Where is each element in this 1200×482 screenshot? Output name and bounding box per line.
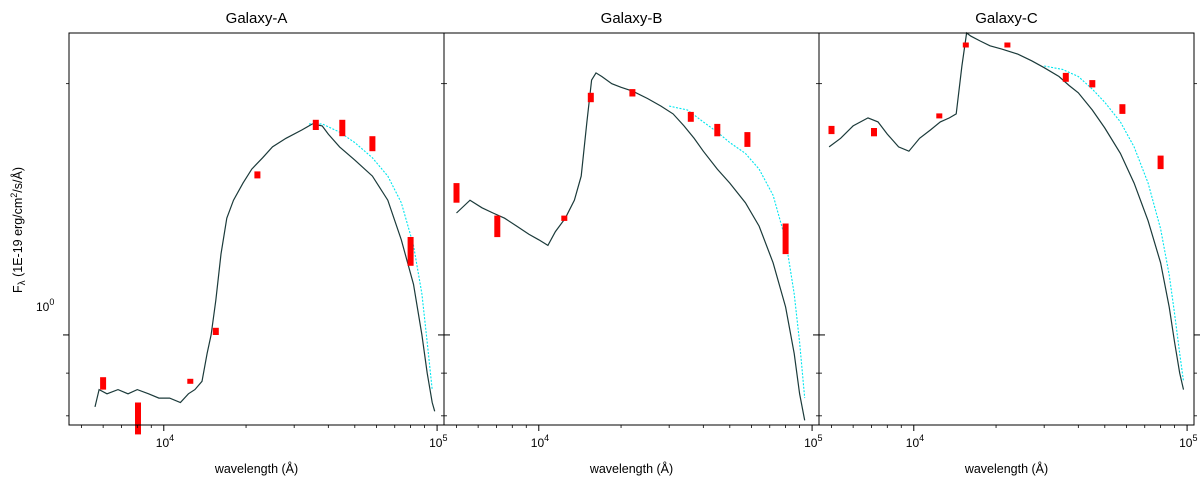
model-spectrum-line-3 — [828, 31, 1185, 390]
photometry-point-3-7 — [1089, 80, 1096, 88]
axes-frame-3 — [818, 32, 1195, 426]
x-tick-exp: 5 — [1192, 433, 1197, 443]
model-spectrum-line-1 — [94, 123, 436, 412]
x-tick-base: 10 — [906, 436, 920, 450]
alt-model-line-2 — [669, 105, 806, 399]
x-axis-label-3: wavelength (Å) — [964, 461, 1048, 476]
panel-title-3: Galaxy-C — [975, 10, 1038, 27]
x-tick-base: 10 — [531, 436, 545, 450]
y-label-f: F — [11, 285, 25, 293]
x-tick-base: 10 — [1179, 436, 1193, 450]
photometry-point-2-5 — [629, 89, 636, 97]
photometry-point-2-3 — [561, 215, 568, 221]
photometry-point-2-1 — [453, 183, 460, 203]
y-tick-base: 10 — [36, 300, 50, 314]
y-label-sup: 2 — [9, 193, 19, 198]
x-tick-exp: 4 — [919, 433, 924, 443]
photometry-point-1-1 — [100, 377, 107, 390]
x-tick-label-1-2: 105 — [429, 433, 447, 450]
photometry-point-3-2 — [871, 128, 877, 137]
x-tick-label-3-1: 104 — [906, 433, 924, 450]
photometry-point-1-6 — [312, 119, 319, 130]
photometry-point-3-8 — [1119, 104, 1126, 114]
photometry-point-1-9 — [407, 237, 414, 266]
photometry-point-1-5 — [254, 171, 261, 179]
y-tick-label-one: 100 — [36, 297, 54, 314]
y-label-units: (1E-19 erg/cm — [11, 198, 25, 281]
axes-frame-1 — [68, 32, 445, 426]
photometry-point-3-9 — [1157, 155, 1164, 170]
x-tick-base: 10 — [804, 436, 818, 450]
x-axis-label-1: wavelength (Å) — [214, 461, 298, 476]
alt-model-line-1 — [309, 123, 433, 390]
photometry-point-3-5 — [1004, 42, 1011, 48]
photometry-point-1-3 — [187, 378, 194, 384]
y-axis-label: Fλ (1E-19 erg/cm2/s/Å) — [9, 167, 28, 293]
photometry-point-1-8 — [369, 136, 376, 152]
x-tick-label-2-1: 104 — [531, 433, 549, 450]
photometry-point-1-2 — [135, 402, 141, 435]
y-label-lambda: λ — [17, 280, 28, 285]
x-axis-label-2: wavelength (Å) — [589, 461, 673, 476]
y-tick-exp: 0 — [49, 297, 54, 307]
photometry-point-2-2 — [494, 215, 501, 238]
photometry-point-2-4 — [587, 92, 594, 103]
photometry-point-3-6 — [1062, 72, 1069, 82]
y-label-end: /s/Å) — [10, 167, 25, 193]
photometry-point-2-8 — [744, 132, 751, 147]
alt-model-line-3 — [1044, 65, 1185, 382]
x-tick-label-1-1: 104 — [156, 433, 174, 450]
x-tick-exp: 4 — [544, 433, 549, 443]
photometry-point-1-4 — [212, 327, 219, 335]
x-tick-exp: 5 — [817, 433, 822, 443]
photometry-point-2-6 — [687, 111, 694, 122]
model-spectrum-line-2 — [456, 72, 806, 421]
photometry-point-3-1 — [828, 125, 835, 135]
x-tick-base: 10 — [429, 436, 443, 450]
x-tick-exp: 4 — [169, 433, 174, 443]
x-tick-exp: 5 — [442, 433, 447, 443]
panel-title-2: Galaxy-B — [601, 10, 663, 27]
photometry-point-2-9 — [782, 223, 789, 255]
x-tick-label-2-2: 105 — [804, 433, 822, 450]
x-tick-label-3-2: 105 — [1179, 433, 1197, 450]
photometry-point-3-4 — [962, 42, 969, 48]
photometry-point-3-3 — [936, 113, 943, 119]
photometry-point-2-7 — [714, 123, 721, 137]
panel-title-1: Galaxy-A — [226, 10, 288, 27]
photometry-point-1-7 — [339, 119, 346, 137]
x-tick-base: 10 — [156, 436, 170, 450]
